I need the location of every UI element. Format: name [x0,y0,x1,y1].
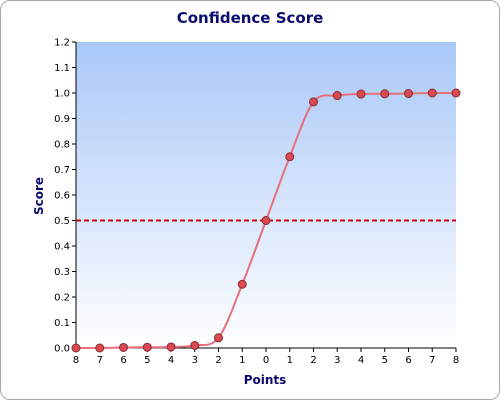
plot-area [76,42,456,348]
x-tick-label: 8 [453,355,459,366]
data-point [404,89,413,99]
y-tick-label: 0.8 [54,140,70,151]
data-point [119,342,128,352]
x-tick-label: 7 [429,355,435,366]
data-point [214,333,223,343]
x-tick-label: 6 [120,355,126,366]
data-point [451,88,461,98]
x-tick-label: 3 [192,355,198,366]
data-point [309,97,318,107]
data-point [95,343,105,353]
data-point [237,279,247,289]
data-point [332,91,342,101]
x-axis-title: Points [244,373,287,387]
chart-title: Confidence Score [177,9,324,27]
series-layer [71,88,461,353]
y-tick-label: 0.1 [54,318,70,329]
x-tick-label: 7 [97,355,103,366]
x-tick-label: 3 [334,355,340,366]
x-tick-label: 6 [405,355,411,366]
x-tick-label: 4 [358,355,364,366]
data-point [285,152,295,162]
y-tick-label: 0.6 [54,191,70,202]
data-point [427,88,437,98]
y-tick-label: 0.4 [54,242,70,253]
data-point [142,342,152,352]
tick-marks: 0.0 0.1 0.2 0.3 0.4 0.5 0.6 0.7 0.8 0.9 1.0 1.1 1.2 8… [54,38,459,367]
x-tick-label: 0 [263,355,269,366]
y-tick-label: 0.7 [54,165,70,176]
data-point [261,216,271,225]
x-tick-label: 2 [215,355,221,366]
x-tick-label: 5 [144,355,150,366]
data-point [71,343,81,353]
y-tick-label: 0.5 [54,216,70,227]
y-tick-label: 1.0 [54,89,70,100]
x-tick-label: 1 [239,355,245,366]
y-tick-label: 0.9 [54,114,70,125]
y-axis-title: Score [32,177,46,215]
data-point [380,89,390,99]
x-tick-label: 8 [73,355,79,366]
y-tick-label: 1.2 [54,38,70,49]
y-tick-label: 0.3 [54,267,70,278]
x-tick-label: 1 [287,355,293,366]
data-point [190,340,200,350]
x-tick-label: 4 [168,355,174,366]
y-tick-label: 0.2 [54,293,70,304]
x-tick-label: 2 [310,355,316,366]
data-point [166,342,176,352]
x-tick-label: 5 [382,355,388,366]
y-tick-label: 0.0 [54,344,70,355]
data-point [356,89,366,99]
y-tick-label: 1.1 [54,63,70,74]
